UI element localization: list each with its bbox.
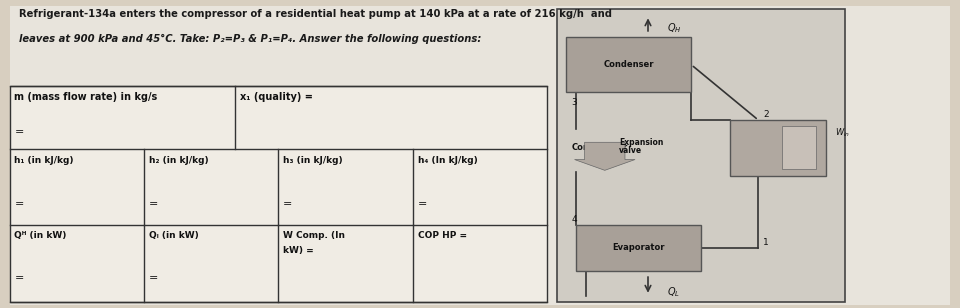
Text: =: = bbox=[14, 200, 24, 209]
Text: 2: 2 bbox=[763, 110, 769, 119]
Text: h₃ (in kJ/kg): h₃ (in kJ/kg) bbox=[283, 156, 343, 164]
Text: =: = bbox=[149, 274, 158, 283]
Text: Compressor: Compressor bbox=[571, 143, 628, 152]
Bar bbox=[782, 126, 816, 169]
Text: =: = bbox=[14, 127, 24, 137]
Text: $Q_H$: $Q_H$ bbox=[667, 22, 682, 35]
Text: =: = bbox=[14, 274, 24, 283]
Text: valve: valve bbox=[619, 146, 642, 156]
Text: h₁ (in kJ/kg): h₁ (in kJ/kg) bbox=[14, 156, 74, 164]
Text: leaves at 900 kPa and 45°C. Take: P₂=P₃ & P₁=P₄. Answer the following questions:: leaves at 900 kPa and 45°C. Take: P₂=P₃ … bbox=[19, 34, 482, 44]
Text: Qₗ (in kW): Qₗ (in kW) bbox=[149, 231, 199, 240]
FancyArrow shape bbox=[574, 142, 636, 170]
Text: h₄ (In kJ/kg): h₄ (In kJ/kg) bbox=[418, 156, 477, 164]
Text: 4: 4 bbox=[571, 215, 577, 224]
Text: =: = bbox=[418, 200, 427, 209]
Text: 3: 3 bbox=[571, 98, 577, 107]
Text: x₁ (quality) =: x₁ (quality) = bbox=[240, 92, 313, 102]
Text: $Q_L$: $Q_L$ bbox=[667, 285, 681, 299]
Text: =: = bbox=[149, 200, 158, 209]
Text: 1: 1 bbox=[763, 238, 769, 247]
Text: h₂ (in kJ/kg): h₂ (in kJ/kg) bbox=[149, 156, 208, 164]
Text: =: = bbox=[283, 200, 293, 209]
Text: Refrigerant-134a enters the compressor of a residential heat pump at 140 kPa at : Refrigerant-134a enters the compressor o… bbox=[19, 9, 612, 19]
Text: Expansion: Expansion bbox=[619, 138, 663, 147]
Text: m (mass flow rate) in kg/s: m (mass flow rate) in kg/s bbox=[14, 92, 157, 102]
Text: W Comp. (In: W Comp. (In bbox=[283, 231, 346, 240]
Text: Evaporator: Evaporator bbox=[612, 243, 664, 253]
Text: Qᴴ (in kW): Qᴴ (in kW) bbox=[14, 231, 67, 240]
Text: kW) =: kW) = bbox=[283, 246, 314, 255]
Text: COP HP =: COP HP = bbox=[418, 231, 467, 240]
Text: $W_{in}$: $W_{in}$ bbox=[835, 126, 851, 139]
FancyBboxPatch shape bbox=[10, 6, 950, 305]
Text: Condenser: Condenser bbox=[604, 60, 654, 69]
